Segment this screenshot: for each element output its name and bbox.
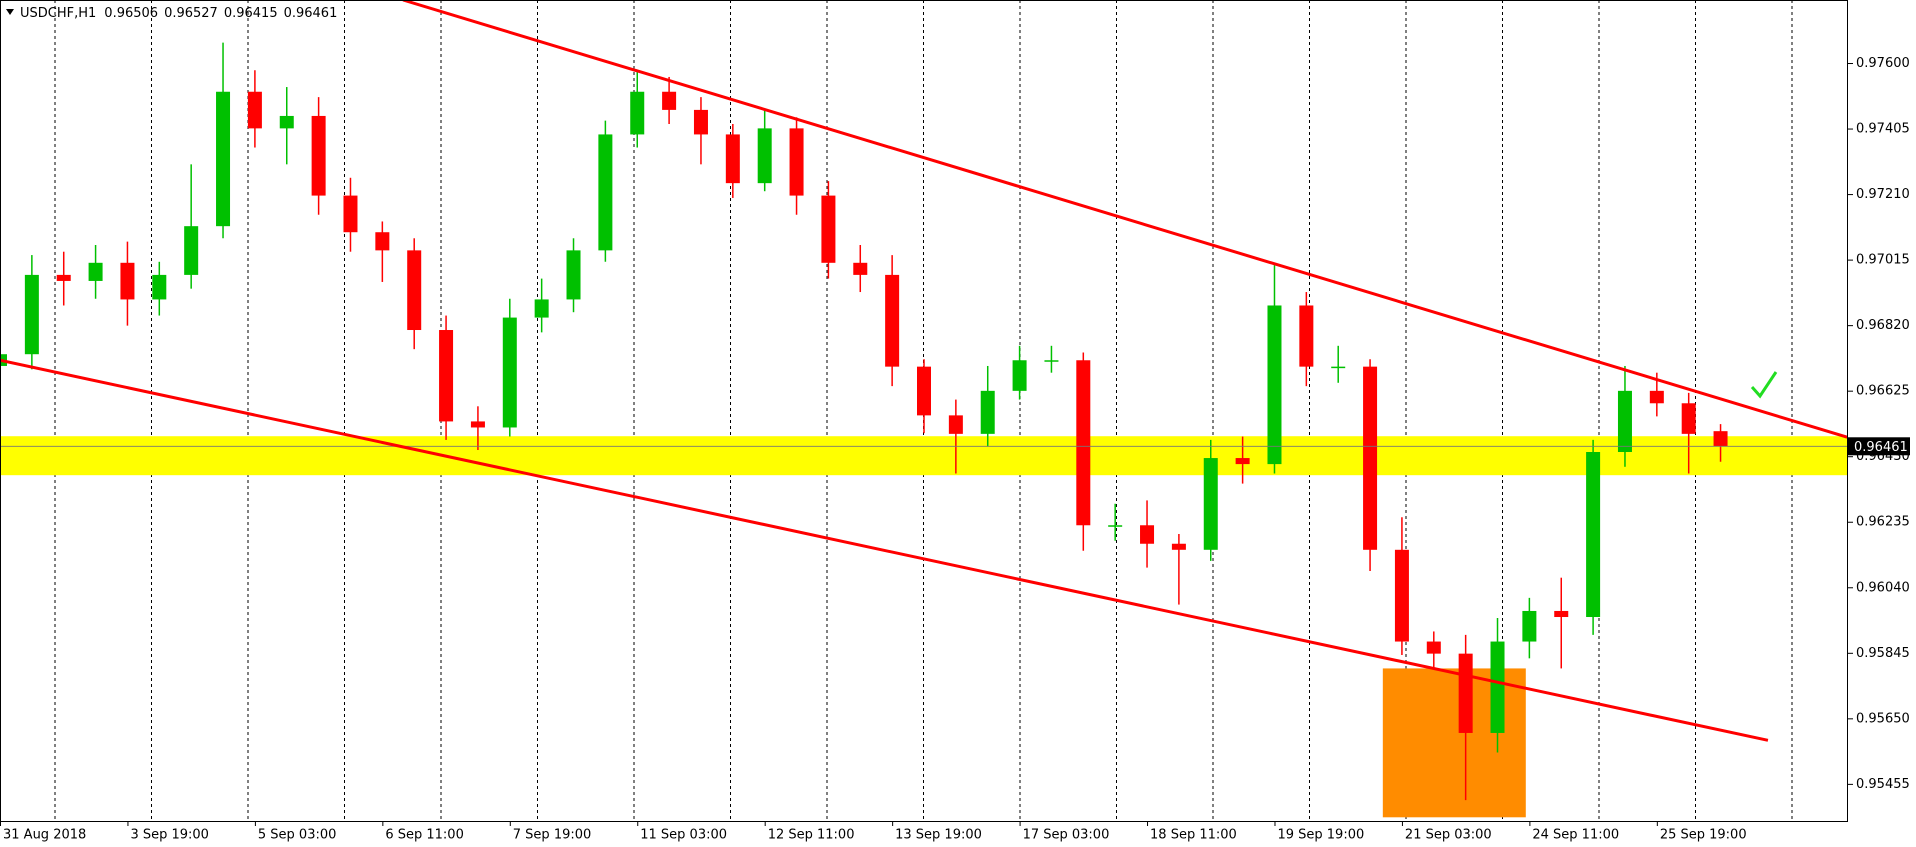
candle-body: [853, 262, 868, 275]
candle-body: [693, 109, 708, 135]
candle-body: [311, 115, 326, 196]
candle-body: [56, 274, 71, 281]
price-tag-box: [1848, 437, 1910, 456]
candle-body: [407, 250, 422, 331]
x-tick-label: 6 Sep 11:00: [385, 828, 464, 843]
y-tick-label: 0.96625: [1856, 384, 1910, 399]
candle-body: [1586, 452, 1601, 618]
x-tick-label: 25 Sep 19:00: [1660, 828, 1747, 843]
last-low: 0.96415: [224, 6, 278, 21]
candle-body: [1267, 305, 1282, 465]
chart-header: USDCHF,H1 0.96506 0.96527 0.96415 0.96461: [20, 6, 337, 21]
candle-body: [1681, 403, 1696, 434]
candle-body: [1394, 549, 1409, 642]
y-tick-label: 0.97600: [1856, 56, 1910, 71]
y-tick-label: 0.97015: [1856, 253, 1910, 268]
candle-body: [1713, 431, 1728, 447]
candle-body: [1235, 458, 1250, 465]
x-tick-label: 11 Sep 03:00: [640, 828, 727, 843]
x-tick-label: 3 Sep 19:00: [130, 828, 209, 843]
candle-body: [980, 390, 995, 434]
y-tick-label: 0.97405: [1856, 122, 1910, 137]
check-mark: [1750, 371, 1778, 399]
candle-body: [88, 262, 103, 281]
candle-body: [216, 91, 231, 227]
menu-triangle: [6, 9, 14, 15]
candle-body: [247, 91, 262, 129]
candle-body: [120, 262, 135, 300]
trendline: [402, 0, 1848, 439]
candle-body: [534, 299, 549, 318]
y-tick-label: 0.96235: [1856, 515, 1910, 530]
candle-body: [1649, 390, 1664, 404]
candle-body: [1044, 360, 1059, 362]
candle-body: [1363, 366, 1378, 550]
x-tick-label: 24 Sep 11:00: [1532, 828, 1619, 843]
x-tick-label: 21 Sep 03:00: [1405, 828, 1492, 843]
candle-body: [566, 250, 581, 300]
x-tick-label: 5 Sep 03:00: [258, 828, 337, 843]
x-tick-label: 12 Sep 11:00: [768, 828, 855, 843]
y-tick-label: 0.96820: [1856, 318, 1910, 333]
candle-body: [279, 115, 294, 129]
candle-body: [789, 128, 804, 196]
x-tick-label: 19 Sep 19:00: [1277, 828, 1364, 843]
candle-body: [1140, 525, 1155, 544]
candle-body: [343, 195, 358, 233]
trendline: [0, 358, 1769, 742]
symbol: USDCHF,H1: [20, 6, 96, 21]
y-tick-label: 0.96040: [1856, 580, 1910, 595]
candle-body: [662, 91, 677, 110]
candle-body: [24, 274, 39, 355]
candle-body: [917, 366, 931, 416]
candle-body: [184, 226, 199, 275]
x-tick-label: 17 Sep 03:00: [1023, 828, 1110, 843]
candle-body: [502, 317, 517, 428]
x-tick-label: 7 Sep 19:00: [513, 828, 592, 843]
candle-body: [821, 195, 836, 263]
candle-body: [1331, 366, 1346, 369]
candle-body: [1108, 525, 1123, 527]
candle-body: [1012, 360, 1027, 391]
candle-body: [1490, 641, 1505, 733]
candle-body: [948, 415, 963, 434]
x-tick-label: 18 Sep 11:00: [1150, 828, 1237, 843]
candle-body: [598, 134, 613, 251]
plot-frame: [0, 0, 1848, 822]
candle-body: [1203, 458, 1218, 550]
y-tick-label: 0.97210: [1856, 187, 1910, 202]
last-close: 0.96461: [284, 6, 338, 21]
candle-body: [375, 232, 390, 251]
candle-body: [1522, 610, 1537, 642]
y-tick-label: 0.95455: [1856, 777, 1910, 792]
candle-body: [630, 91, 645, 135]
y-tick-label: 0.95845: [1856, 646, 1910, 661]
candle-body: [1171, 543, 1186, 550]
last-high: 0.96527: [164, 6, 218, 21]
candle-body: [1458, 653, 1473, 733]
y-tick-label: 0.95650: [1856, 711, 1910, 726]
candle-body: [1617, 390, 1632, 453]
candle-body: [152, 274, 167, 300]
candle-body: [725, 134, 740, 184]
candle-body: [1554, 610, 1569, 618]
candle-body: [1426, 641, 1441, 654]
price-tag: 0.96461: [1854, 440, 1908, 455]
candle-body: [885, 274, 900, 367]
x-tick-label: 13 Sep 19:00: [895, 828, 982, 843]
support-zone: [0, 436, 1848, 476]
last-open: 0.96506: [104, 6, 158, 21]
candle-body: [439, 330, 454, 422]
candle-body: [1299, 305, 1314, 367]
candle-body: [757, 128, 772, 184]
x-tick-label: 31 Aug 2018: [3, 828, 86, 843]
candle-body: [1076, 360, 1091, 526]
candle-body: [470, 421, 485, 428]
